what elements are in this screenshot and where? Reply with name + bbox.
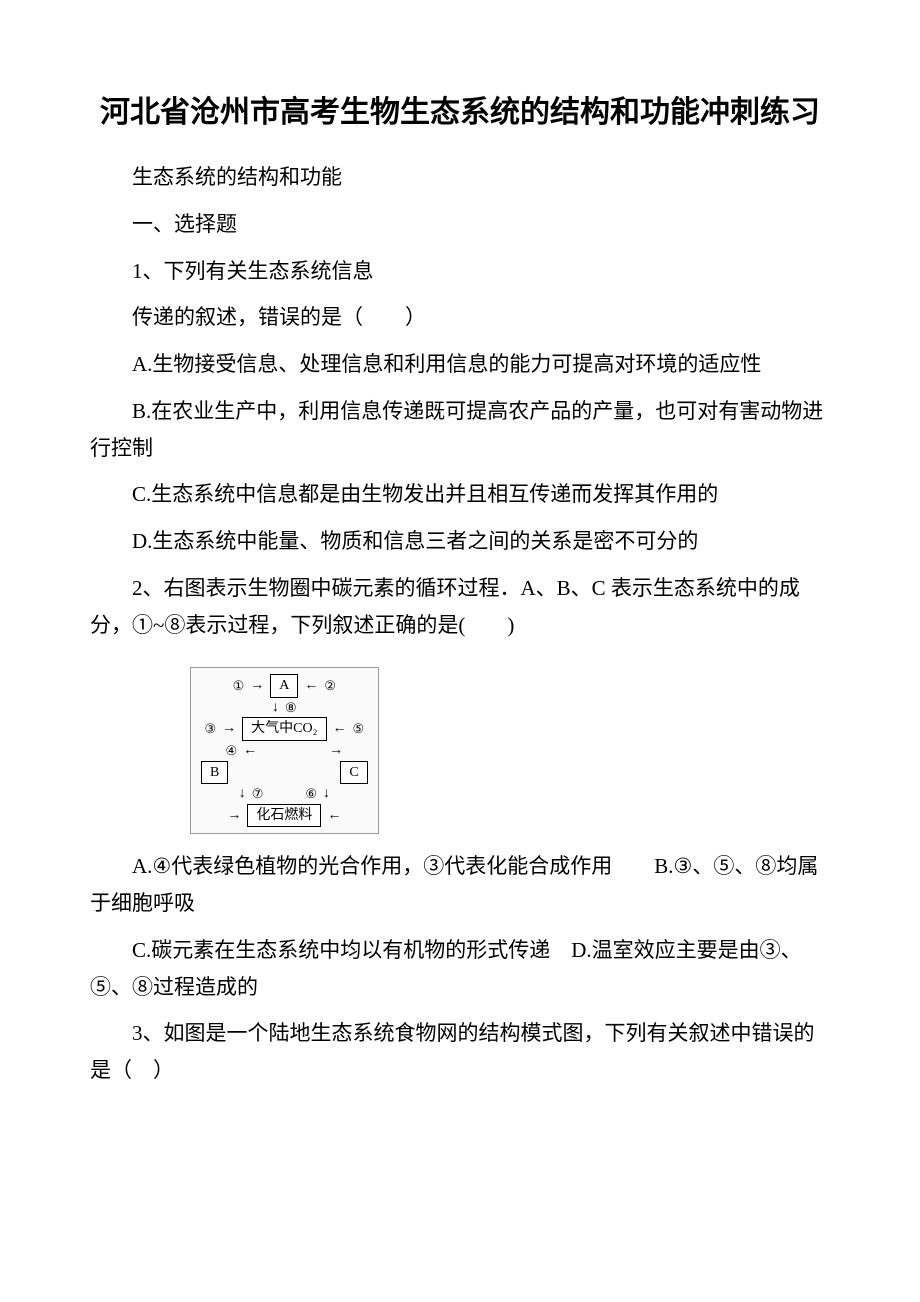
label-7: ⑦ xyxy=(252,785,264,803)
label-4: ④ xyxy=(226,742,238,760)
node-c: C xyxy=(340,761,367,785)
node-b: B xyxy=(201,761,228,785)
q1-option-b: B.在农业生产中，利用信息传递既可提高农产品的产量，也可对有害动物进行控制 xyxy=(90,393,830,467)
arrow-icon: ↓ xyxy=(239,784,246,804)
q2-option-cd: C.碳元素在生态系统中均以有机物的形式传递 D.温室效应主要是由③、⑤、⑧过程造… xyxy=(90,932,830,1006)
page-title: 河北省沧州市高考生物生态系统的结构和功能冲刺练习 xyxy=(90,90,830,135)
q3-stem: 3、如图是一个陆地生态系统食物网的结构模式图，下列有关叙述中错误的是（ ） xyxy=(90,1015,830,1089)
arrow-icon: ← xyxy=(243,741,257,761)
label-1: ① xyxy=(233,677,245,695)
subtitle: 生态系统的结构和功能 xyxy=(90,159,830,196)
arrow-icon: ← xyxy=(333,719,347,739)
arrow-icon: ↓ xyxy=(272,698,279,718)
q1-option-d: D.生态系统中能量、物质和信息三者之间的关系是密不可分的 xyxy=(90,523,830,560)
q1-stem-line1: 1、下列有关生态系统信息 xyxy=(90,253,830,290)
label-6: ⑥ xyxy=(305,785,317,803)
q2-stem: 2、右图表示生物圈中碳元素的循环过程．A、B、C 表示生态系统中的成分，①~⑧表… xyxy=(90,570,830,644)
q2-option-ab: A.④代表绿色植物的光合作用，③代表化能合成作用 B.③、⑤、⑧均属于细胞呼吸 xyxy=(90,848,830,922)
node-a: A xyxy=(270,674,298,698)
arrow-icon: → xyxy=(250,676,264,696)
label-8: ⑧ xyxy=(285,699,297,717)
node-center: 大气中CO₂ xyxy=(242,717,326,741)
q1-stem-line2: 传递的叙述，错误的是（ ） xyxy=(90,299,830,336)
node-fuel: 化石燃料 xyxy=(247,804,321,828)
arrow-icon: ← xyxy=(327,806,341,826)
label-2: ② xyxy=(324,677,336,695)
q1-option-c: C.生态系统中信息都是由生物发出并且相互传递而发挥其作用的 xyxy=(90,476,830,513)
arrow-icon: ↓ xyxy=(323,784,330,804)
carbon-cycle-diagram: ① → A ← ② ↓ ⑧ ③ → 大气中CO₂ ← ⑤ ④ ← → B C ↓… xyxy=(190,667,379,834)
arrow-icon: → xyxy=(227,806,241,826)
arrow-icon: → xyxy=(329,741,343,761)
q1-option-a: A.生物接受信息、处理信息和利用信息的能力可提高对环境的适应性 xyxy=(90,346,830,383)
label-3: ③ xyxy=(205,720,217,738)
label-5: ⑤ xyxy=(353,720,365,738)
arrow-icon: → xyxy=(222,719,236,739)
arrow-icon: ← xyxy=(304,676,318,696)
section-heading: 一、选择题 xyxy=(90,206,830,243)
